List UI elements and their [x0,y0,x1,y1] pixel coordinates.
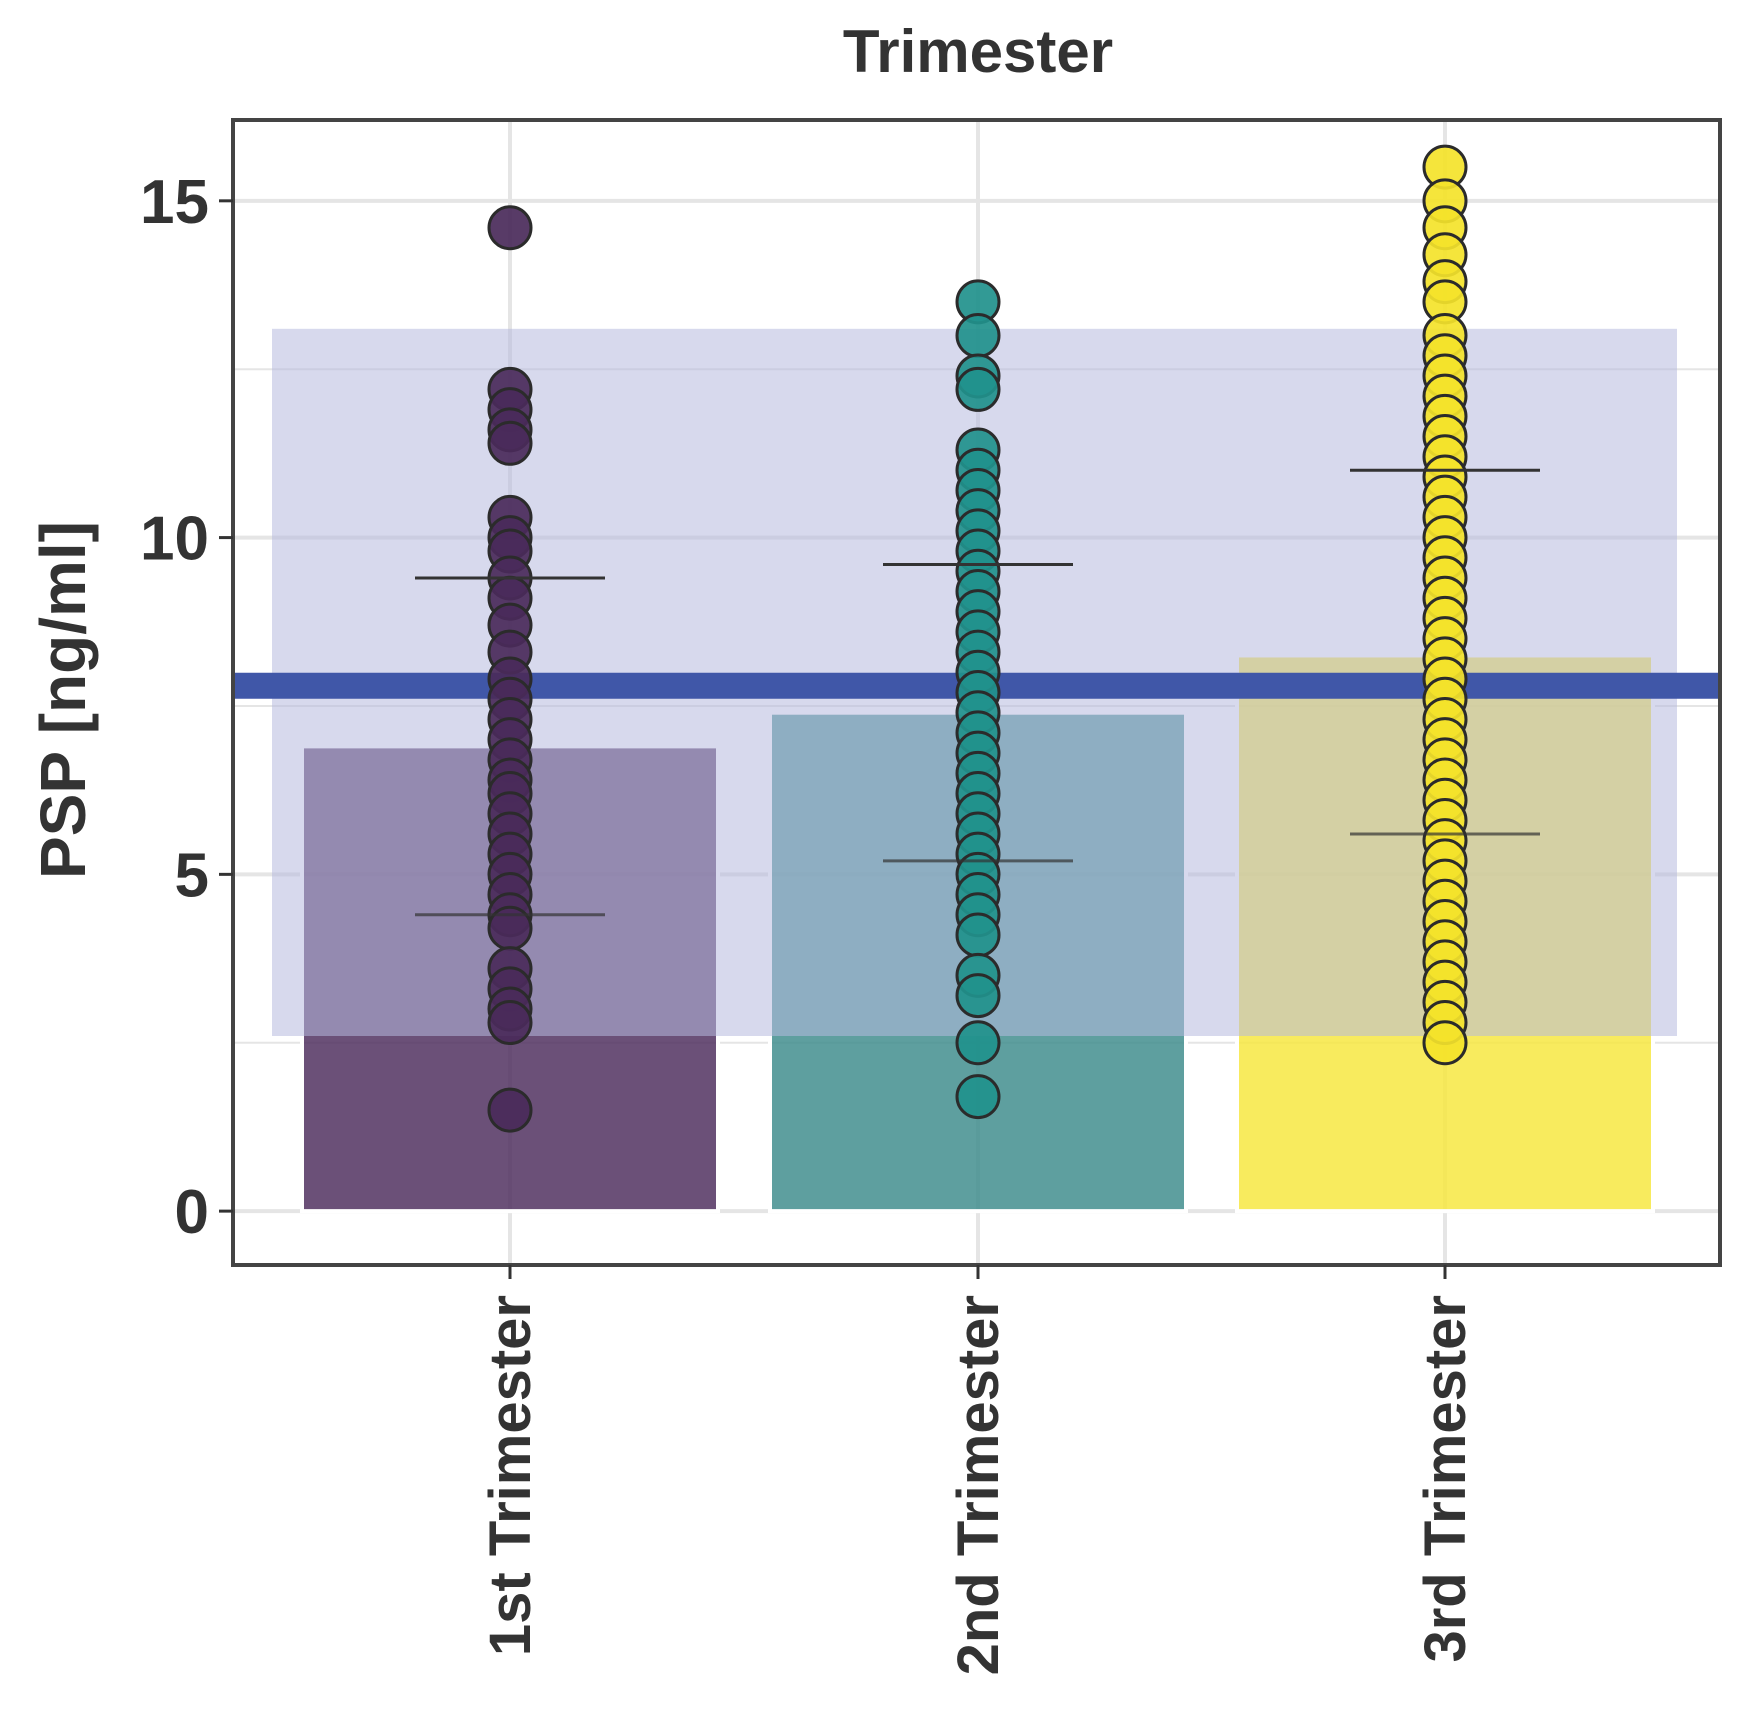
data-point [1422,1020,1468,1066]
plot-panel [233,120,1720,1265]
data-point [955,1074,1001,1120]
y-tick-label: 0 [175,1178,209,1247]
data-point [955,366,1001,412]
y-tick-label: 10 [140,505,209,574]
data-point [955,912,1001,958]
data-point [487,205,533,251]
data-point [955,1020,1001,1066]
y-tick-label: 5 [175,841,209,910]
chart-title: Trimester [843,18,1113,85]
x-tick-label: 2nd Trimester [946,1295,1011,1675]
plot-area: 0 5 10 15 1st Trimester 2nd Trimester 3rd Trim… [140,118,1722,1675]
data-point [955,313,1001,359]
data-point [487,1087,533,1133]
x-tick-label: 1st Trimester [478,1295,543,1656]
y-axis-label: PSP [ng/ml] [27,521,99,879]
data-point [955,973,1001,1019]
data-point [487,420,533,466]
y-tick-label: 15 [140,168,209,237]
data-point [487,1000,533,1046]
x-tick-label: 3rd Trimester [1413,1295,1478,1663]
